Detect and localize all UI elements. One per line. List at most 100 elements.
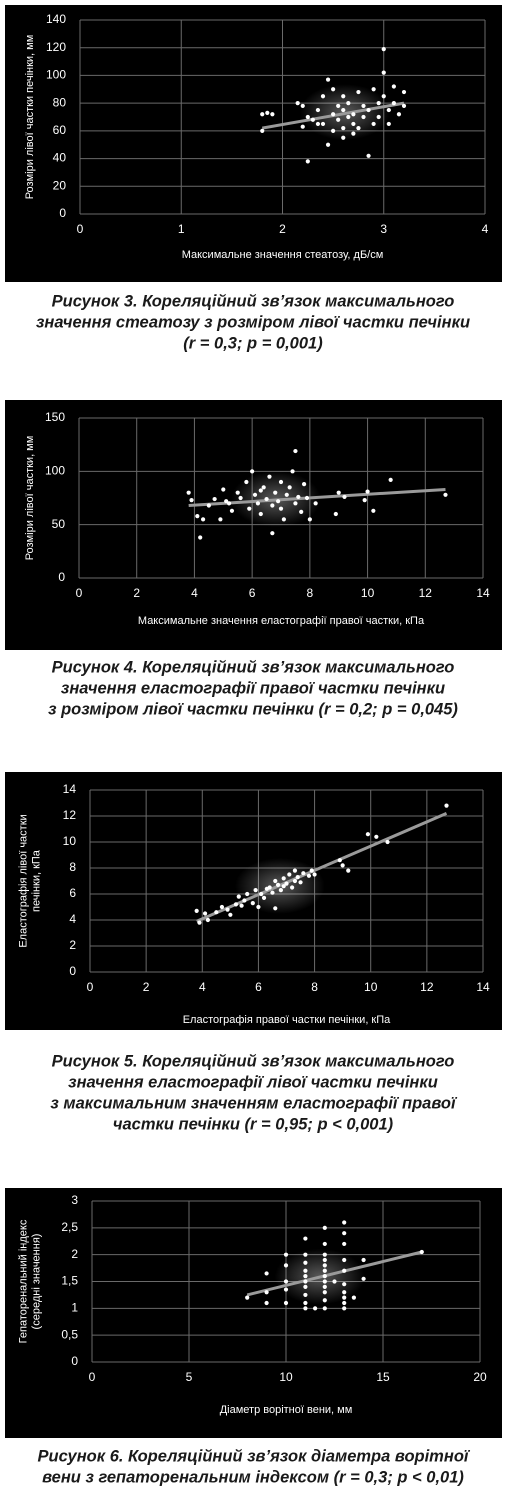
y-tick-label: 140 <box>46 12 66 26</box>
point <box>331 128 336 133</box>
point <box>371 508 376 513</box>
point <box>322 1252 327 1257</box>
point <box>284 881 289 886</box>
y-tick-label: 60 <box>53 123 67 137</box>
point <box>381 47 386 52</box>
x-tick-label: 4 <box>199 980 206 994</box>
y-tick-label: 2,5 <box>61 1220 78 1234</box>
point <box>320 94 326 99</box>
point <box>313 1306 318 1311</box>
chart-panel <box>5 5 502 282</box>
point <box>331 87 336 92</box>
point <box>290 885 295 890</box>
point <box>270 112 275 117</box>
point <box>242 898 247 903</box>
x-tick-label: 8 <box>311 980 318 994</box>
point <box>283 1279 289 1284</box>
point <box>419 1249 424 1255</box>
point <box>386 121 391 127</box>
point <box>337 858 342 863</box>
point <box>371 121 376 127</box>
point <box>322 1298 327 1303</box>
point <box>303 1252 308 1257</box>
point <box>224 499 229 504</box>
x-tick-label: 10 <box>361 586 375 600</box>
point <box>365 832 371 837</box>
point <box>276 499 281 504</box>
point <box>306 873 312 878</box>
point <box>362 498 367 503</box>
point <box>244 479 249 485</box>
x-axis-label: Діаметр ворітної вени, мм <box>220 1404 353 1416</box>
point <box>283 1263 289 1268</box>
y-tick-label: 0 <box>58 570 65 584</box>
point <box>229 508 235 513</box>
caption-line: значення еластографії лівої частки печін… <box>68 1073 438 1091</box>
point <box>341 125 346 131</box>
point <box>396 112 402 117</box>
point <box>295 101 300 106</box>
caption-line: значення еластографії правої частки печі… <box>61 679 445 697</box>
x-tick-label: 0 <box>87 980 94 994</box>
y-tick-label: 4 <box>69 912 76 926</box>
point <box>336 117 341 122</box>
y-axis-label: печінки, кПа <box>30 849 42 912</box>
x-tick-label: 0 <box>77 222 84 236</box>
point <box>385 839 390 845</box>
point <box>322 1279 327 1284</box>
point <box>315 107 321 113</box>
point <box>322 1290 327 1295</box>
x-tick-label: 8 <box>307 586 314 600</box>
point <box>444 803 449 808</box>
point <box>310 117 315 122</box>
point <box>205 917 210 923</box>
point <box>255 501 261 506</box>
point <box>303 1268 308 1273</box>
point <box>296 494 301 500</box>
point <box>366 107 371 113</box>
point <box>376 101 381 106</box>
point <box>293 448 298 454</box>
point <box>322 1284 327 1289</box>
y-tick-label: 14 <box>63 782 77 796</box>
point <box>252 492 258 497</box>
x-axis-label: Максимальне значення стеатозу, дБ/см <box>182 249 384 261</box>
y-tick-label: 0 <box>59 206 66 220</box>
x-tick-label: 2 <box>133 586 140 600</box>
point <box>320 121 326 127</box>
point <box>342 1306 347 1311</box>
point <box>331 112 336 117</box>
point <box>301 871 306 876</box>
point <box>351 131 356 136</box>
y-axis-label: Розміри лівої частки, мм <box>24 436 36 561</box>
point <box>401 103 407 109</box>
point <box>322 1263 327 1268</box>
point <box>273 906 278 911</box>
point <box>303 1300 308 1306</box>
point <box>260 112 265 117</box>
x-tick-label: 1 <box>178 222 185 236</box>
x-axis-label: Еластографія правої частки печінки, кПа <box>183 1014 391 1026</box>
point <box>341 135 346 140</box>
x-tick-label: 3 <box>380 222 387 236</box>
point <box>365 489 370 494</box>
point <box>298 880 303 885</box>
point <box>342 494 347 500</box>
chart-panel <box>5 1188 502 1438</box>
point <box>197 920 202 925</box>
point <box>202 911 208 916</box>
y-axis-label: Гепаторенальний індекс <box>17 1219 29 1343</box>
point <box>267 885 272 890</box>
point <box>322 1257 327 1263</box>
point <box>356 125 361 131</box>
point <box>228 912 233 917</box>
point <box>351 112 356 117</box>
point <box>322 1274 327 1279</box>
point <box>259 891 264 897</box>
point <box>219 904 225 910</box>
y-tick-label: 10 <box>63 834 77 848</box>
y-tick-label: 1 <box>71 1301 78 1315</box>
point <box>270 890 275 895</box>
point <box>206 503 211 508</box>
point <box>233 902 239 907</box>
